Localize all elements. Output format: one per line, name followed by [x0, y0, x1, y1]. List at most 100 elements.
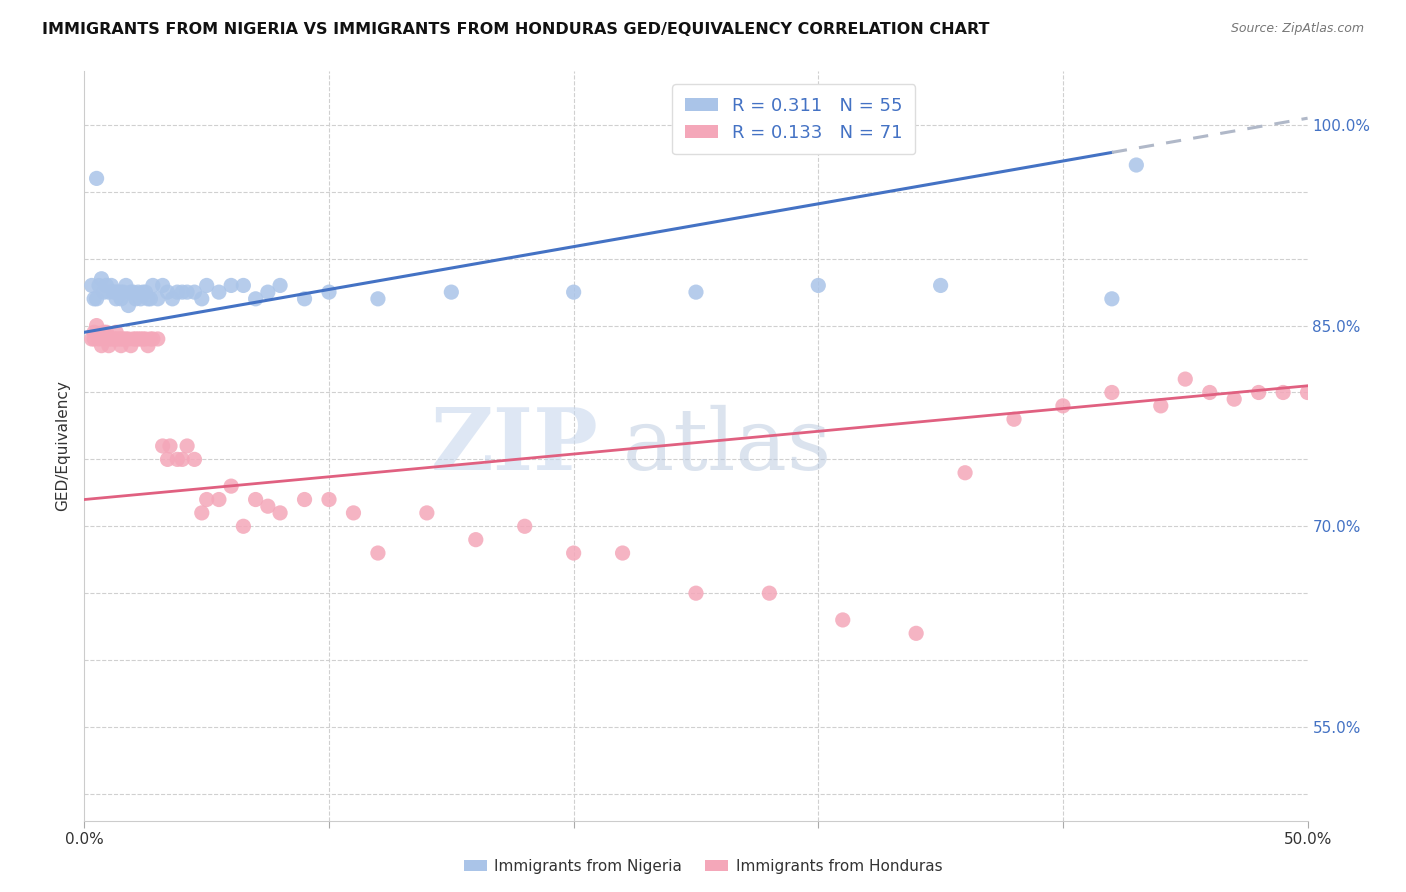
Point — [245, 492, 267, 507]
Point — [142, 332, 165, 346]
Point — [156, 285, 179, 300]
Point — [159, 439, 181, 453]
Point — [245, 292, 267, 306]
Point — [269, 278, 291, 293]
Legend: R = 0.311   N = 55, R = 0.133   N = 71: R = 0.311 N = 55, R = 0.133 N = 71 — [672, 84, 915, 154]
Point — [342, 506, 364, 520]
Point — [513, 519, 536, 533]
Point — [110, 285, 132, 300]
Text: atlas: atlas — [623, 404, 832, 488]
Point — [416, 506, 439, 520]
Point — [110, 332, 132, 346]
Point — [136, 292, 159, 306]
Point — [96, 326, 118, 340]
Point — [132, 285, 155, 300]
Point — [97, 332, 120, 346]
Point — [93, 285, 115, 300]
Point — [86, 171, 108, 186]
Y-axis label: GED/Equivalency: GED/Equivalency — [55, 381, 70, 511]
Point — [103, 285, 125, 300]
Point — [172, 285, 194, 300]
Point — [132, 332, 155, 346]
Point — [318, 285, 340, 300]
Point — [93, 332, 115, 346]
Point — [257, 285, 280, 300]
Point — [464, 533, 486, 547]
Point — [117, 298, 139, 313]
Point — [807, 278, 830, 293]
Point — [905, 626, 928, 640]
Point — [1223, 392, 1246, 407]
Point — [122, 285, 145, 300]
Point — [127, 332, 149, 346]
Point — [166, 285, 188, 300]
Point — [122, 332, 145, 346]
Point — [440, 285, 463, 300]
Point — [1150, 399, 1173, 413]
Point — [97, 339, 120, 353]
Point — [367, 292, 389, 306]
Point — [219, 479, 242, 493]
Point — [1198, 385, 1220, 400]
Point — [93, 326, 115, 340]
Point — [685, 285, 707, 300]
Point — [176, 285, 198, 300]
Point — [105, 285, 128, 300]
Point — [112, 285, 135, 300]
Point — [831, 613, 853, 627]
Point — [80, 278, 103, 293]
Point — [1101, 292, 1123, 306]
Point — [120, 339, 142, 353]
Point — [90, 271, 112, 285]
Point — [136, 339, 159, 353]
Point — [208, 492, 231, 507]
Point — [139, 332, 162, 346]
Point — [105, 332, 128, 346]
Point — [269, 506, 291, 520]
Point — [257, 500, 280, 514]
Point — [146, 332, 169, 346]
Point — [562, 285, 585, 300]
Point — [1052, 399, 1074, 413]
Point — [1247, 385, 1270, 400]
Point — [191, 292, 214, 306]
Point — [129, 292, 152, 306]
Point — [135, 332, 157, 346]
Point — [232, 278, 254, 293]
Point — [176, 439, 198, 453]
Point — [172, 452, 194, 467]
Point — [318, 492, 340, 507]
Point — [110, 292, 132, 306]
Point — [758, 586, 780, 600]
Point — [83, 292, 105, 306]
Text: Source: ZipAtlas.com: Source: ZipAtlas.com — [1230, 22, 1364, 36]
Point — [96, 278, 118, 293]
Point — [135, 285, 157, 300]
Point — [208, 285, 231, 300]
Point — [110, 339, 132, 353]
Point — [162, 292, 184, 306]
Point — [83, 326, 105, 340]
Point — [1125, 158, 1147, 172]
Point — [195, 278, 218, 293]
Point — [90, 339, 112, 353]
Point — [107, 285, 129, 300]
Point — [183, 285, 205, 300]
Point — [219, 278, 242, 293]
Point — [294, 292, 316, 306]
Point — [87, 332, 110, 346]
Point — [152, 278, 174, 293]
Point — [562, 546, 585, 560]
Point — [1272, 385, 1295, 400]
Point — [83, 332, 105, 346]
Point — [125, 332, 148, 346]
Point — [142, 278, 165, 293]
Point — [139, 292, 162, 306]
Point — [87, 278, 110, 293]
Point — [191, 506, 214, 520]
Point — [120, 285, 142, 300]
Text: ZIP: ZIP — [430, 404, 598, 488]
Point — [367, 546, 389, 560]
Point — [100, 332, 122, 346]
Point — [129, 332, 152, 346]
